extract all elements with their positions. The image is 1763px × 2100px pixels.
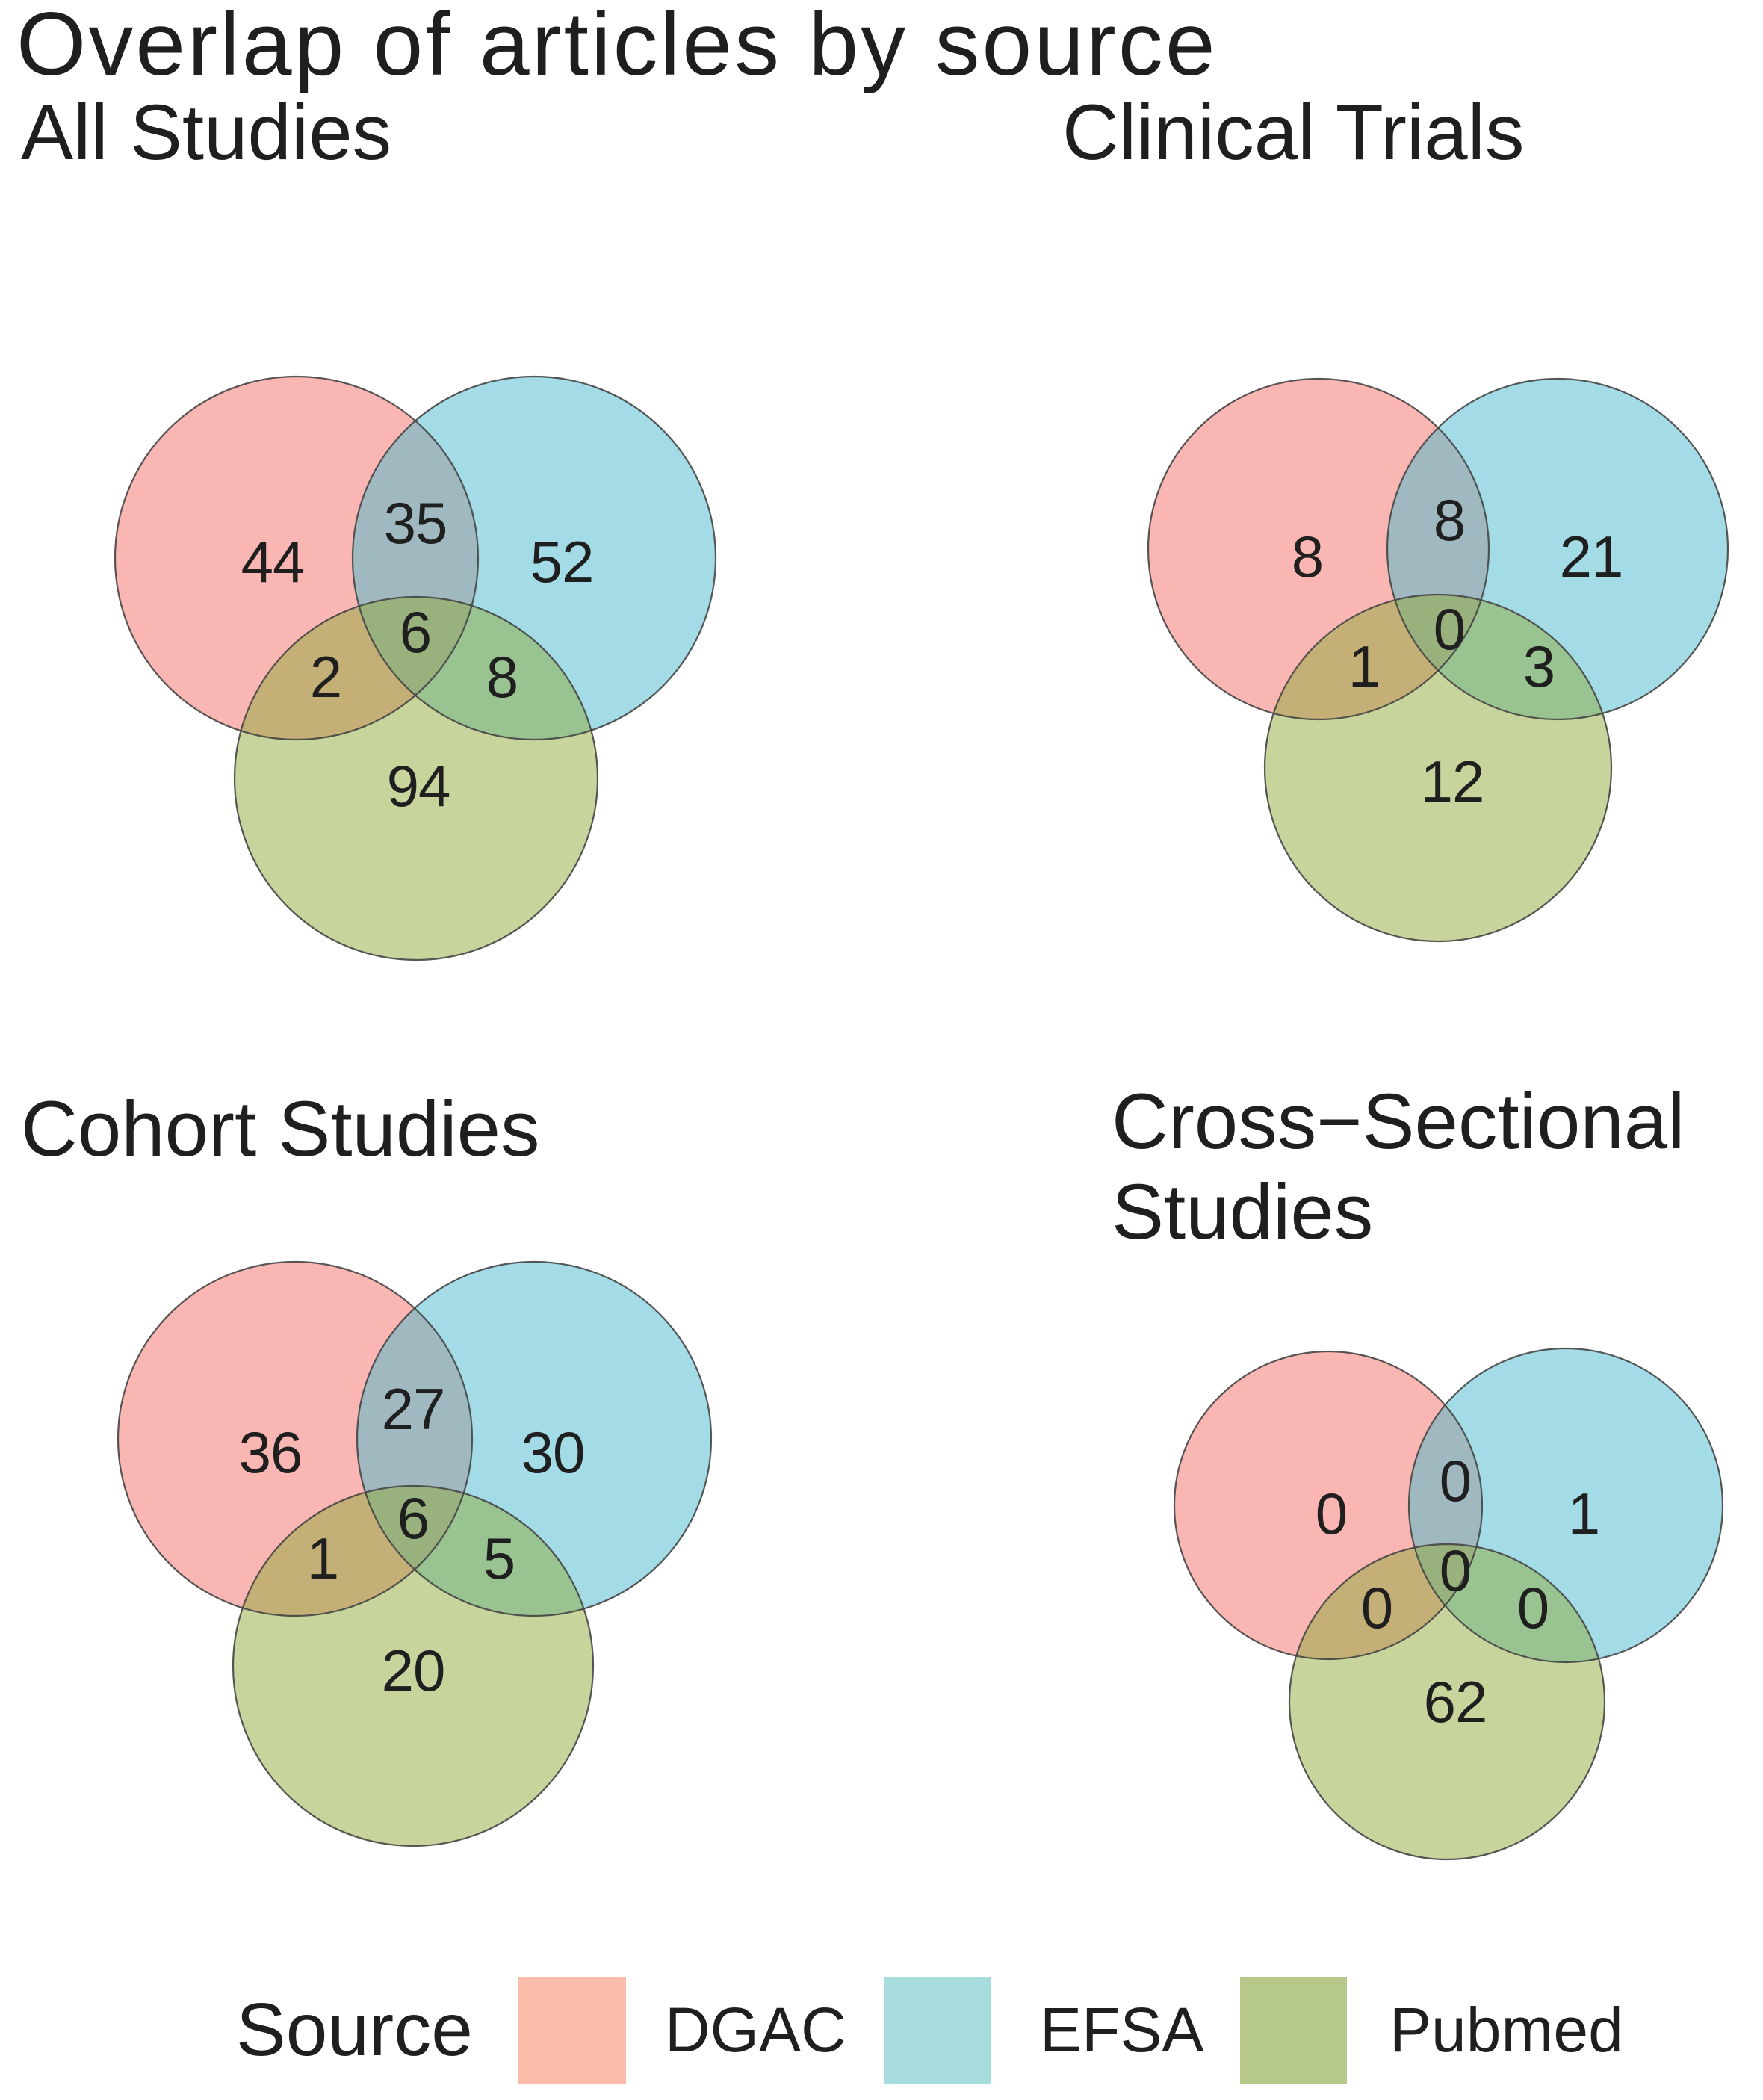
clinical-trials-efsa-outline xyxy=(1386,377,1729,721)
panel-title-cross-sectional: Cross−Sectional Studies xyxy=(1112,1077,1685,1258)
panel-title-all-studies: All Studies xyxy=(21,88,391,179)
clinical-trials-pubmed-only-count: 12 xyxy=(1420,749,1485,814)
cross-sectional-center-count: 0 xyxy=(1439,1537,1472,1603)
legend-label-pubmed: Pubmed xyxy=(1389,1995,1623,2065)
all-studies-efsa-outline xyxy=(351,375,717,741)
panel-title-cohort-studies: Cohort Studies xyxy=(21,1085,540,1175)
cohort-studies-efsa-only-count: 30 xyxy=(521,1419,586,1485)
cohort-studies-center-count: 6 xyxy=(397,1485,430,1551)
cross-sectional-dgac-outline xyxy=(1173,1350,1484,1661)
clinical-trials-center-count: 0 xyxy=(1433,596,1466,662)
venn-cohort-studies xyxy=(117,1260,713,1847)
cross-sectional-dgac-efsa-count: 0 xyxy=(1439,1448,1472,1514)
panel-title-line: Cross−Sectional xyxy=(1112,1078,1685,1165)
all-studies-efsa-pubmed-count: 8 xyxy=(486,644,518,710)
panel-title-line: All Studies xyxy=(21,89,392,176)
cohort-studies-pubmed-circle xyxy=(233,1486,593,1846)
venn-all-studies xyxy=(114,375,717,961)
cross-sectional-dgac-pubmed-count: 0 xyxy=(1360,1575,1393,1641)
cross-sectional-pubmed-only-count: 62 xyxy=(1423,1669,1488,1735)
cohort-studies-dgac-pubmed-count: 1 xyxy=(306,1526,339,1591)
legend-swatches xyxy=(518,1977,1347,2084)
cross-sectional-efsa-pubmed-count: 0 xyxy=(1516,1575,1549,1641)
cross-sectional-efsa-only-count: 1 xyxy=(1567,1481,1600,1546)
cross-sectional-pubmed-circle xyxy=(1289,1544,1605,1859)
clinical-trials-efsa-pubmed-count: 3 xyxy=(1522,634,1555,699)
legend-title: Source xyxy=(236,1988,473,2072)
venn-cross-sectional xyxy=(1173,1347,1724,1861)
legend-label-dgac: DGAC xyxy=(665,1995,846,2065)
clinical-trials-dgac-outline xyxy=(1147,377,1490,721)
clinical-trials-pubmed-circle xyxy=(1265,595,1611,941)
legend-swatch-efsa xyxy=(884,1977,991,2084)
figure-title: Overlap of articles by source xyxy=(16,0,1218,94)
clinical-trials-dgac-efsa-count: 8 xyxy=(1433,487,1466,553)
all-studies-dgac-outline xyxy=(114,375,480,741)
venn-clinical-trials xyxy=(1147,377,1729,943)
all-studies-dgac-only-count: 44 xyxy=(241,529,306,595)
clinical-trials-pubmed-outline xyxy=(1263,593,1613,943)
cross-sectional-dgac-only-count: 0 xyxy=(1315,1481,1348,1546)
all-studies-pubmed-only-count: 94 xyxy=(386,753,451,819)
cohort-studies-efsa-pubmed-count: 5 xyxy=(483,1526,515,1591)
legend-swatch-pubmed xyxy=(1240,1977,1347,2084)
cohort-studies-dgac-efsa-count: 27 xyxy=(381,1376,446,1442)
cohort-studies-efsa-outline xyxy=(356,1260,713,1617)
panel-title-line: Clinical Trials xyxy=(1062,89,1525,176)
cross-sectional-efsa-outline xyxy=(1407,1347,1724,1664)
cohort-studies-pubmed-outline xyxy=(232,1484,595,1847)
cohort-studies-pubmed-only-count: 20 xyxy=(381,1638,446,1703)
all-studies-dgac-pubmed-count: 2 xyxy=(309,644,342,710)
all-studies-center-count: 6 xyxy=(399,599,432,665)
all-studies-efsa-only-count: 52 xyxy=(530,529,595,595)
all-studies-pubmed-outline xyxy=(233,595,599,961)
cross-sectional-pubmed-outline xyxy=(1288,1543,1606,1861)
clinical-trials-efsa-only-count: 21 xyxy=(1559,524,1624,589)
legend-label-efsa: EFSA xyxy=(1040,1995,1204,2065)
legend-swatch-dgac xyxy=(518,1977,626,2084)
clinical-trials-dgac-only-count: 8 xyxy=(1291,524,1324,589)
panel-title-line: Cohort Studies xyxy=(21,1085,540,1173)
panel-title-clinical-trials: Clinical Trials xyxy=(1062,88,1524,179)
panel-title-line: Studies xyxy=(1112,1168,1374,1256)
all-studies-dgac-efsa-count: 35 xyxy=(383,490,448,556)
clinical-trials-dgac-pubmed-count: 1 xyxy=(1348,634,1381,699)
cohort-studies-dgac-outline xyxy=(117,1260,474,1617)
cohort-studies-dgac-only-count: 36 xyxy=(238,1419,303,1485)
all-studies-pubmed-circle xyxy=(235,597,598,960)
